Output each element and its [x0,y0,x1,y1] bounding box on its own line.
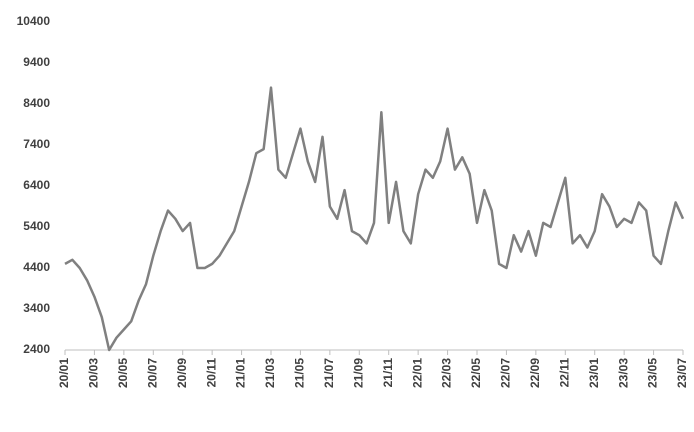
y-tick-label: 6400 [23,178,50,192]
x-tick-label: 23/01 [587,358,601,388]
y-tick-label: 4400 [23,260,50,274]
x-tick-label: 21/05 [293,358,307,388]
y-tick-label: 2400 [23,342,50,356]
x-tick-label: 22/03 [440,358,454,388]
x-tick-label: 23/07 [675,358,689,388]
y-tick-label: 5400 [23,219,50,233]
x-tick-label: 22/07 [499,358,513,388]
y-tick-label: 3400 [23,301,50,315]
y-tick-label: 7400 [23,137,50,151]
x-tick-label: 21/01 [234,358,248,388]
x-tick-label: 22/01 [410,358,424,388]
x-tick-label: 22/05 [469,358,483,388]
x-tick-label: 20/09 [175,358,189,388]
x-tick-label: 20/03 [87,358,101,388]
x-tick-label: 23/05 [646,358,660,388]
y-tick-label: 9400 [23,55,50,69]
x-tick-label: 21/11 [381,358,395,388]
x-tick-label: 20/01 [57,358,71,388]
data-line [64,86,685,352]
x-tick-label: 23/03 [616,358,630,388]
x-tick-label: 22/09 [528,358,542,388]
x-tick-label: 21/03 [263,358,277,388]
x-tick-label: 22/11 [557,358,571,388]
x-tick-label: 20/07 [145,358,159,388]
x-tick-label: 21/07 [322,358,336,388]
x-tick-label: 20/05 [116,358,130,388]
y-tick-label: 8400 [23,96,50,110]
x-tick-label: 21/09 [351,358,365,388]
y-tick-label: 10400 [17,14,51,28]
x-tick-label: 20/11 [204,358,218,388]
